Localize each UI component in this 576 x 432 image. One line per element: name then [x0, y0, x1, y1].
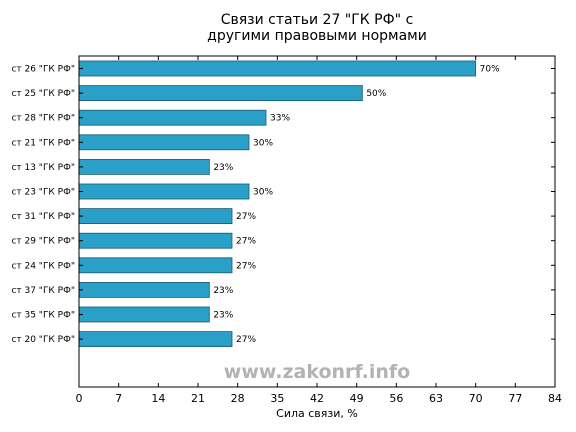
bar-7: [78, 232, 233, 249]
x-tick-label-0: 0: [76, 392, 83, 405]
data-label-11: 27%: [236, 335, 256, 345]
category-label-11: ст 20 "ГК РФ": [11, 335, 75, 345]
data-label-2: 33%: [270, 114, 290, 124]
data-label-4: 23%: [213, 163, 233, 173]
x-ticks-group: 0 7 14 21 28 35 42 49 56 63 70 77 84: [76, 56, 562, 405]
data-label-5: 30%: [253, 188, 273, 198]
x-tick-label-6: 42: [310, 392, 324, 405]
bar-5: [78, 183, 250, 200]
data-label-8: 27%: [236, 261, 256, 271]
x-tick-label-2: 14: [151, 392, 165, 405]
data-label-1: 50%: [366, 89, 386, 99]
bar-4: [78, 158, 210, 175]
data-label-10: 23%: [213, 311, 233, 321]
data-labels-group: 70% 50% 33% 30% 23% 30% 27% 27% 27% 23% 23% 27%: [213, 65, 500, 346]
category-label-8: ст 24 "ГК РФ": [11, 261, 75, 271]
category-label-1: ст 25 "ГК РФ": [11, 89, 75, 99]
bar-6: [78, 208, 233, 225]
data-label-3: 30%: [253, 138, 273, 148]
category-label-3: ст 21 "ГК РФ": [11, 138, 75, 148]
x-axis-label: Сила связи, %: [276, 407, 358, 420]
category-label-10: ст 35 "ГК РФ": [11, 311, 75, 321]
category-labels-group: ст 26 "ГК РФ" ст 25 "ГК РФ" ст 28 "ГК РФ" с…: [11, 65, 555, 345]
bar-1: [78, 85, 363, 101]
x-tick-label-11: 77: [508, 392, 522, 405]
category-label-2: ст 28 "ГК РФ": [11, 114, 75, 124]
bar-9: [78, 281, 210, 298]
x-tick-label-7: 49: [350, 392, 364, 405]
bar-0: [78, 60, 477, 77]
bars-group: [78, 60, 477, 348]
data-label-0: 70%: [480, 65, 500, 75]
bar-10: [78, 306, 210, 323]
x-tick-label-10: 70: [469, 392, 483, 405]
x-tick-label-4: 28: [231, 392, 245, 405]
bar-8: [78, 257, 233, 274]
bar-2: [78, 109, 267, 126]
category-label-0: ст 26 "ГК РФ": [11, 65, 75, 75]
chart-title-line-2: другими правовыми нормами: [207, 28, 427, 44]
data-label-7: 27%: [236, 237, 256, 247]
chart-title-line-1: Связи статьи 27 "ГК РФ" с: [221, 12, 414, 28]
x-tick-label-3: 21: [191, 392, 205, 405]
bar-3: [78, 134, 250, 151]
data-label-6: 27%: [236, 212, 256, 222]
category-label-4: ст 13 "ГК РФ": [11, 163, 75, 173]
category-label-5: ст 23 "ГК РФ": [11, 188, 75, 198]
category-label-9: ст 37 "ГК РФ": [11, 286, 75, 296]
bar-11: [78, 331, 233, 348]
plot-frame: [78, 55, 556, 388]
watermark-text: www.zakonrf.info: [224, 361, 410, 383]
x-tick-label-1: 7: [115, 392, 122, 405]
x-tick-label-9: 63: [429, 392, 443, 405]
data-label-9: 23%: [213, 286, 233, 296]
category-label-7: ст 29 "ГК РФ": [11, 237, 75, 247]
x-tick-label-8: 56: [389, 392, 403, 405]
category-label-6: ст 31 "ГК РФ": [11, 212, 75, 222]
x-tick-label-12: 84: [548, 392, 562, 405]
x-tick-label-5: 35: [270, 392, 284, 405]
